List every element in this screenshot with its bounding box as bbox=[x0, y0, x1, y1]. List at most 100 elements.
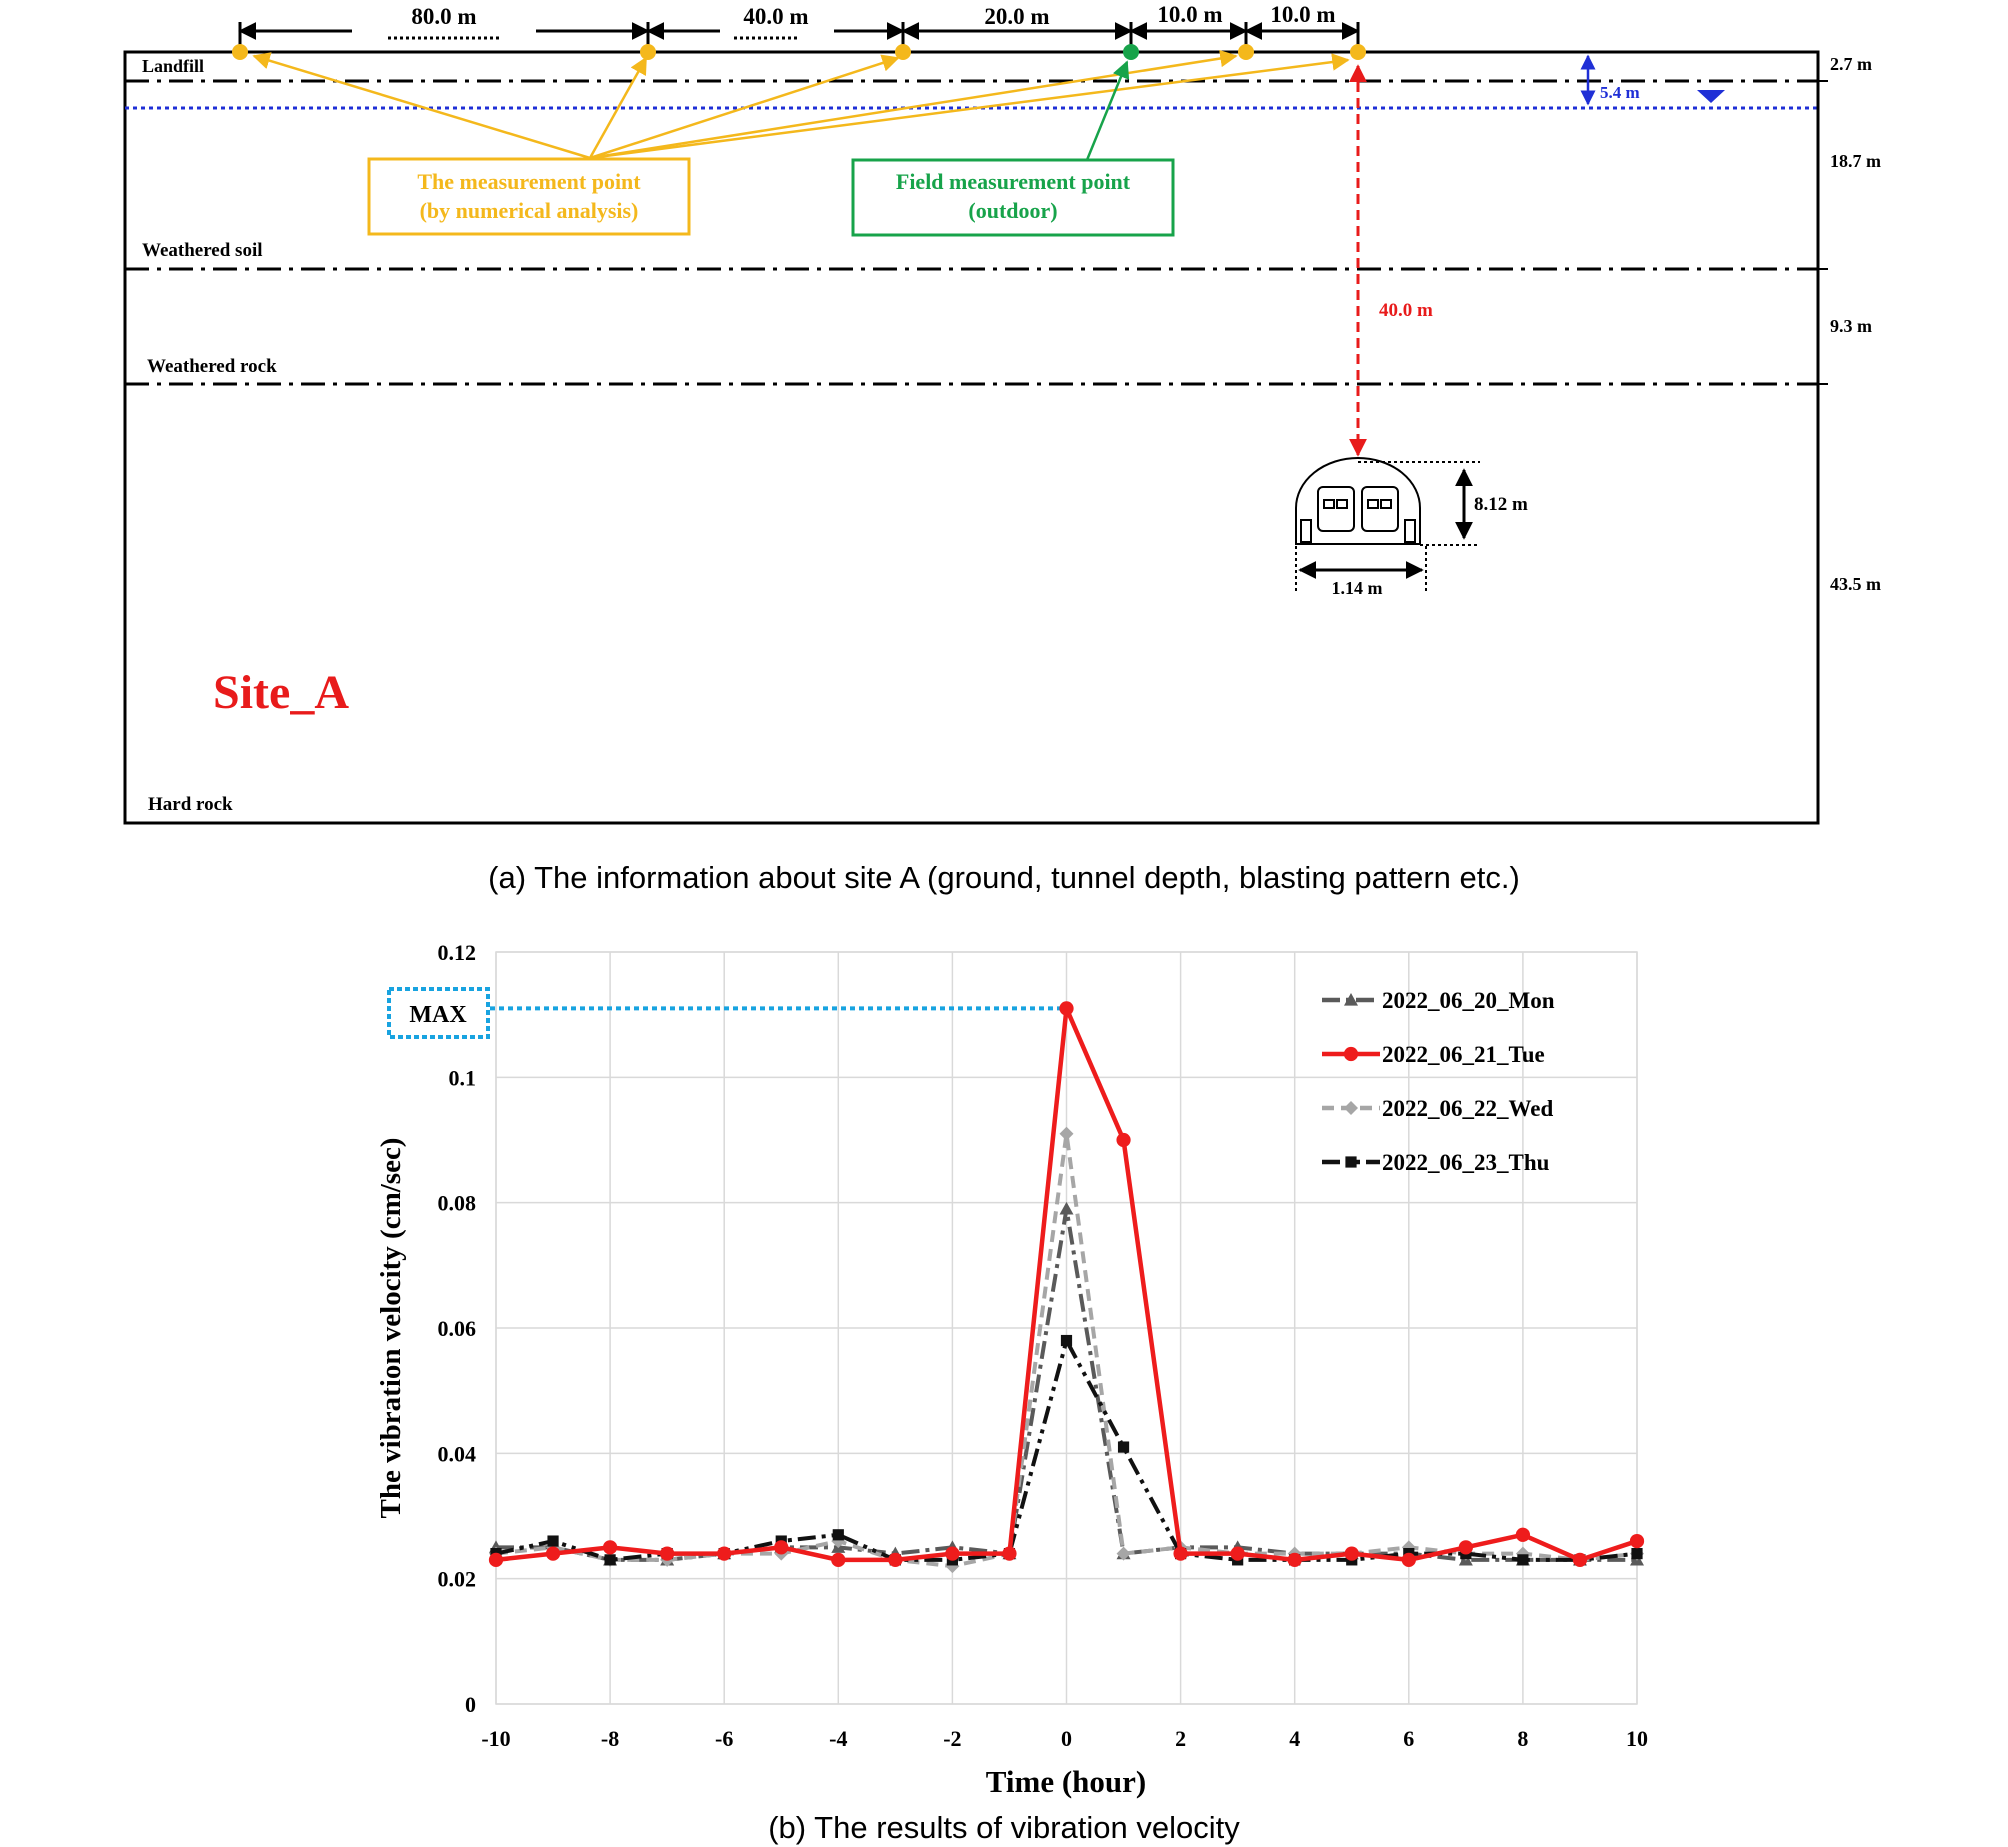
x-tick-label: 4 bbox=[1289, 1726, 1300, 1751]
legend-item: 2022_06_21_Tue bbox=[1322, 1042, 1545, 1067]
train-window bbox=[1336, 499, 1348, 509]
legend-marker bbox=[1345, 1156, 1357, 1168]
legend-marker bbox=[1344, 1101, 1358, 1115]
spacing-label-10m-b: 10.0 m bbox=[1270, 2, 1335, 27]
data-point bbox=[1517, 1554, 1529, 1566]
data-point bbox=[545, 1546, 561, 1561]
field-legend-line1: Field measurement point bbox=[896, 169, 1131, 194]
data-point bbox=[1572, 1552, 1588, 1567]
y-tick-label: 0.08 bbox=[438, 1191, 477, 1216]
x-tick-label: -6 bbox=[715, 1726, 733, 1751]
data-point bbox=[774, 1540, 789, 1555]
data-point bbox=[717, 1546, 732, 1561]
x-tick-label: 8 bbox=[1517, 1726, 1528, 1751]
x-tick-label: 0 bbox=[1061, 1726, 1072, 1751]
data-point bbox=[660, 1546, 675, 1561]
data-point bbox=[1060, 1334, 1073, 1347]
numerical-legend-box bbox=[367, 157, 691, 236]
legend-label: 2022_06_22_Wed bbox=[1382, 1096, 1553, 1121]
leader-arrow bbox=[588, 56, 648, 159]
leader-arrow bbox=[589, 53, 1350, 160]
data-point bbox=[1117, 1441, 1130, 1453]
tunnel-width-label: 1.14 m bbox=[1332, 578, 1383, 598]
tunnel-outline bbox=[1295, 457, 1421, 545]
y-tick-label: 0.04 bbox=[438, 1441, 477, 1466]
tunnel-height-label: 8.12 m bbox=[1474, 494, 1528, 515]
data-point bbox=[1631, 1548, 1643, 1560]
layer-label-landfill: Landfill bbox=[142, 56, 204, 76]
data-point bbox=[1629, 1533, 1645, 1549]
layer-label-hard-rock: Hard rock bbox=[148, 794, 233, 815]
site-label: Site_A bbox=[213, 666, 349, 719]
y-tick-label: 0.12 bbox=[438, 940, 477, 965]
layer-label-weathered-soil: Weathered soil bbox=[142, 240, 263, 261]
leader-arrow-field bbox=[1085, 60, 1130, 161]
x-tick-labels: -10 -8 -6 -4 -2 0 2 4 6 8 10 bbox=[481, 1726, 1648, 1751]
y-tick-labels: 0 0.02 0.04 0.06 0.08 0.1 0.12 bbox=[438, 940, 477, 1717]
vibration-velocity-chart: -10 -8 -6 -4 -2 0 2 4 6 8 10 00.020.040.060.080.10… bbox=[375, 940, 1648, 1799]
data-point bbox=[888, 1552, 903, 1567]
x-axis-label: Time (hour) bbox=[986, 1764, 1146, 1799]
data-point bbox=[945, 1546, 960, 1561]
train-window bbox=[1380, 499, 1392, 509]
x-tick-label: 2 bbox=[1175, 1726, 1186, 1751]
y-axis-label: The vibration velocity (cm/sec) bbox=[375, 1138, 407, 1519]
spacing-label-40m: 40.0 m bbox=[743, 4, 808, 29]
data-point bbox=[604, 1554, 616, 1566]
spacing-label-80m: 80.0 m bbox=[411, 4, 476, 29]
legend: 2022_06_20_Mon 2022_06_21_Tue 2022_06_22_W… bbox=[1322, 988, 1555, 1175]
tunnel-depth-label: 40.0 m bbox=[1379, 300, 1433, 321]
train-window bbox=[1323, 499, 1335, 509]
data-point bbox=[1344, 1546, 1359, 1561]
panel-b-caption: (b) The results of vibration velocity bbox=[768, 1810, 1240, 1845]
x-tick-label: -10 bbox=[481, 1726, 510, 1751]
data-point bbox=[1287, 1552, 1302, 1567]
x-tick-label: 6 bbox=[1403, 1726, 1414, 1751]
x-tick-label: -8 bbox=[601, 1726, 619, 1751]
field-legend-line2: (outdoor) bbox=[968, 198, 1057, 223]
x-tick-label: -4 bbox=[829, 1726, 847, 1751]
tunnel-support-right bbox=[1404, 519, 1416, 543]
water-depth-label: 5.4 m bbox=[1600, 83, 1640, 102]
data-point bbox=[831, 1552, 846, 1567]
leader-arrow bbox=[252, 52, 591, 160]
numerical-legend-line1: The measurement point bbox=[417, 169, 641, 194]
legend-label: 2022_06_21_Tue bbox=[1382, 1042, 1545, 1067]
water-table-icon bbox=[1697, 90, 1725, 103]
tunnel-icon bbox=[1295, 457, 1421, 545]
measurement-point-numerical bbox=[895, 44, 911, 60]
data-point bbox=[1173, 1546, 1188, 1561]
series-group bbox=[488, 1001, 1645, 1574]
tunnel-support-left bbox=[1300, 519, 1312, 543]
legend-marker bbox=[1344, 993, 1358, 1006]
leader-arrow bbox=[589, 54, 900, 160]
legend-item: 2022_06_23_Thu bbox=[1322, 1150, 1550, 1175]
max-annotation-box bbox=[387, 987, 490, 1039]
train-car-right bbox=[1361, 486, 1399, 532]
numerical-legend-line2: (by numerical analysis) bbox=[420, 198, 639, 223]
thickness-hard-rock: 43.5 m bbox=[1830, 574, 1881, 594]
legend-label: 2022_06_23_Thu bbox=[1382, 1150, 1550, 1175]
x-tick-label: 10 bbox=[1626, 1726, 1648, 1751]
y-tick-label: 0.06 bbox=[438, 1316, 477, 1341]
spacing-label-20m: 20.0 m bbox=[984, 4, 1049, 29]
data-point bbox=[832, 1529, 844, 1541]
measurement-point-numerical bbox=[1350, 44, 1366, 60]
data-point bbox=[1116, 1546, 1131, 1561]
field-legend-box bbox=[851, 158, 1175, 237]
data-point bbox=[1458, 1540, 1473, 1555]
data-point bbox=[1230, 1546, 1245, 1561]
series-2022_06_21_Tue bbox=[488, 1001, 1645, 1567]
thickness-weathered-soil: 18.7 m bbox=[1830, 151, 1881, 171]
thickness-weathered-rock: 9.3 m bbox=[1830, 316, 1872, 336]
legend-marker bbox=[1343, 1046, 1359, 1062]
data-point bbox=[1401, 1552, 1416, 1567]
data-point bbox=[547, 1535, 559, 1547]
grid bbox=[495, 951, 1638, 1705]
measurement-point-numerical bbox=[232, 44, 248, 60]
thickness-landfill: 2.7 m bbox=[1830, 54, 1872, 74]
data-point bbox=[1059, 1126, 1074, 1141]
max-annotation-label: MAX bbox=[409, 1002, 467, 1028]
data-point bbox=[488, 1552, 504, 1567]
